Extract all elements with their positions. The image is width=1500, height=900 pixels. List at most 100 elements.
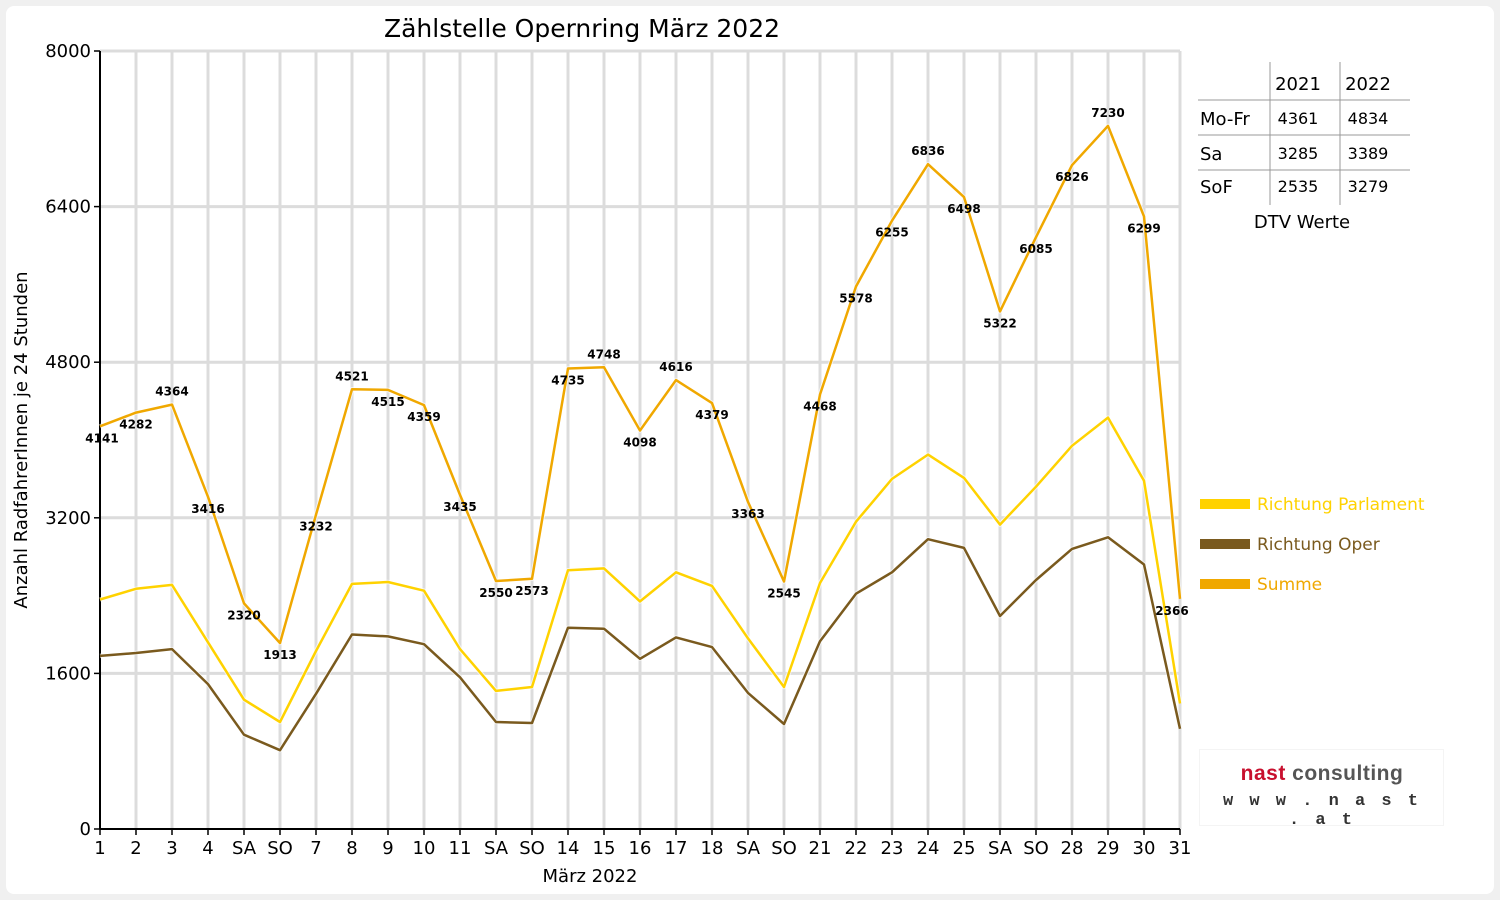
- table-header-2021: 2021: [1275, 74, 1321, 95]
- y-tick-label: 3200: [45, 508, 91, 529]
- x-tick-label: 1: [94, 838, 105, 859]
- data-label: 3363: [731, 507, 764, 521]
- data-label: 4521: [335, 369, 368, 383]
- table-row-label: Mo-Fr: [1200, 109, 1250, 130]
- data-label: 4468: [803, 399, 836, 413]
- data-label: 3232: [299, 520, 332, 534]
- data-label: 6085: [1019, 242, 1052, 256]
- chart-title: Zählstelle Opernring März 2022: [384, 14, 780, 43]
- data-label: 2545: [767, 586, 800, 600]
- x-tick-label: SA: [988, 838, 1013, 859]
- data-label: 4359: [407, 410, 440, 424]
- x-tick-label: SO: [771, 838, 797, 859]
- data-label: 4748: [587, 347, 620, 361]
- y-tick-label: 1600: [45, 663, 91, 684]
- y-axis-title: Anzahl RadfahrerInnen je 24 Stunden: [11, 271, 32, 608]
- x-tick-label: 3: [166, 838, 177, 859]
- legend-swatch: [1200, 579, 1250, 589]
- table-row-label: Sa: [1200, 144, 1222, 165]
- table-cell: 3279: [1348, 177, 1389, 196]
- logo-brand-part1: nast: [1240, 762, 1286, 785]
- x-tick-label: 4: [202, 838, 213, 859]
- series-lines: [99, 123, 1183, 753]
- legend: Richtung Parlament Richtung Oper Summe: [1200, 495, 1425, 595]
- series-line: [99, 124, 1182, 645]
- data-label: 6836: [911, 144, 944, 158]
- data-label: 2573: [515, 584, 548, 598]
- x-tick-label: 18: [701, 838, 724, 859]
- grid: [100, 49, 1182, 829]
- x-tick-label: 21: [809, 838, 832, 859]
- data-label: 4098: [623, 435, 656, 449]
- x-tick-label: 24: [917, 838, 940, 859]
- table-cell: 4361: [1278, 109, 1319, 128]
- data-label: 3416: [191, 502, 224, 516]
- logo-brand: nast consulting: [1212, 762, 1432, 786]
- x-tick-label: 28: [1061, 838, 1084, 859]
- x-tick-label: SO: [519, 838, 545, 859]
- y-tick-label: 4800: [45, 352, 91, 373]
- x-tick-label: 30: [1133, 838, 1156, 859]
- data-label: 2366: [1155, 604, 1188, 618]
- x-tick-label: SA: [736, 838, 761, 859]
- x-axis-title: März 2022: [543, 866, 638, 887]
- data-label: 2550: [479, 586, 512, 600]
- data-label: 4282: [119, 418, 152, 432]
- table-cell: 3285: [1278, 144, 1319, 163]
- data-label: 6299: [1127, 221, 1160, 235]
- x-tick-label: 17: [665, 838, 688, 859]
- data-label: 3435: [443, 500, 476, 514]
- x-tick-label: 25: [953, 838, 976, 859]
- x-tick-label: 22: [845, 838, 868, 859]
- table-cell: 4834: [1348, 109, 1389, 128]
- x-tick-label: 29: [1097, 838, 1120, 859]
- data-label: 7230: [1091, 106, 1124, 120]
- legend-swatch: [1200, 499, 1250, 509]
- x-tick-label: 23: [881, 838, 904, 859]
- logo-brand-part2: consulting: [1292, 762, 1404, 785]
- table-cell: 2535: [1278, 177, 1319, 196]
- x-tick-label: SO: [1023, 838, 1049, 859]
- logo: nast consulting w w w . n a s t . a t: [1200, 750, 1443, 830]
- table-row-label: SoF: [1200, 177, 1233, 198]
- table-caption: DTV Werte: [1254, 212, 1350, 233]
- x-tick-label: 7: [310, 838, 321, 859]
- data-label: 6498: [947, 202, 980, 216]
- data-label: 6826: [1055, 170, 1088, 184]
- x-tick-label: 9: [382, 838, 393, 859]
- legend-swatch: [1200, 539, 1250, 549]
- data-label: 4141: [85, 431, 118, 445]
- data-label: 1913: [263, 648, 296, 662]
- series-line: [99, 416, 1182, 724]
- y-tick-label: 8000: [45, 41, 91, 62]
- y-tick-label: 0: [80, 819, 91, 840]
- legend-label: Richtung Oper: [1257, 535, 1380, 555]
- table-cell: 3389: [1348, 144, 1389, 163]
- x-tick-label: 2: [130, 838, 141, 859]
- x-tick-label: SO: [267, 838, 293, 859]
- logo-url: w w w . n a s t . a t: [1222, 792, 1422, 830]
- x-tick-label: 11: [449, 838, 472, 859]
- table-header-2022: 2022: [1345, 74, 1391, 95]
- x-tick-label: 15: [593, 838, 616, 859]
- data-label: 4379: [695, 408, 728, 422]
- data-label: 4616: [659, 360, 692, 374]
- data-label: 4364: [155, 385, 188, 399]
- data-label: 5322: [983, 316, 1016, 330]
- data-label: 4735: [551, 374, 584, 388]
- data-label: 4515: [371, 395, 404, 409]
- x-tick-label: SA: [232, 838, 257, 859]
- legend-label: Richtung Parlament: [1257, 495, 1425, 515]
- dtv-table: 2021 2022 Mo-Fr 4361 4834 Sa 3285 3389 S…: [1198, 62, 1410, 233]
- x-tick-label: 10: [413, 838, 436, 859]
- chart-panel: [6, 6, 1494, 894]
- series-line: [99, 536, 1182, 752]
- x-tick-label: 31: [1169, 838, 1192, 859]
- y-tick-label: 6400: [45, 197, 91, 218]
- x-tick-label: 16: [629, 838, 652, 859]
- data-label: 5578: [839, 292, 872, 306]
- x-tick-label: SA: [484, 838, 509, 859]
